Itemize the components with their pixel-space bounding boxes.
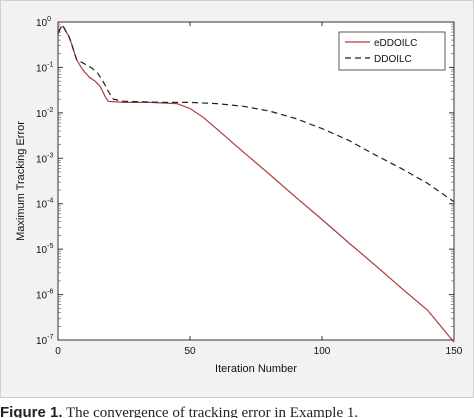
caption-text: The convergence of tracking error in Exa… bbox=[66, 405, 359, 418]
x-axis-label: Iteration Number bbox=[215, 363, 297, 375]
x-tick-label: 0 bbox=[55, 346, 61, 357]
x-tick-label: 50 bbox=[184, 346, 196, 357]
legend-label-eddoilc: eDDOILC bbox=[374, 38, 417, 49]
x-tick-label: 100 bbox=[314, 346, 331, 357]
legend-box bbox=[338, 31, 446, 71]
y-tick-label: 10-3 bbox=[36, 152, 53, 165]
y-tick-label: 10-5 bbox=[36, 243, 53, 256]
figure-caption: Figure 1. The convergence of tracking er… bbox=[0, 400, 474, 418]
caption-label: Figure 1. bbox=[0, 404, 63, 418]
y-tick-label: 10-4 bbox=[36, 198, 53, 211]
legend: eDDOILC DDOILC bbox=[338, 31, 446, 71]
series-line-ddoilc bbox=[57, 25, 455, 203]
legend-label-ddoilc: DDOILC bbox=[374, 54, 412, 65]
x-tick-label: 150 bbox=[446, 346, 463, 357]
plot-border bbox=[57, 21, 455, 341]
y-tick-label: 10-6 bbox=[36, 289, 53, 302]
y-tick-label: 10-7 bbox=[36, 334, 53, 347]
chart: 0 50 100 150 100 10-1 10-2 10-3 10-4 10-5 10-6 10-7… bbox=[15, 16, 463, 375]
y-axis-label: Maximum Tracking Error bbox=[15, 121, 27, 241]
y-tick-label: 100 bbox=[36, 16, 51, 29]
plot-area bbox=[58, 22, 454, 340]
y-tick-label: 10-1 bbox=[36, 61, 53, 74]
y-tick-label: 10-2 bbox=[36, 107, 53, 120]
